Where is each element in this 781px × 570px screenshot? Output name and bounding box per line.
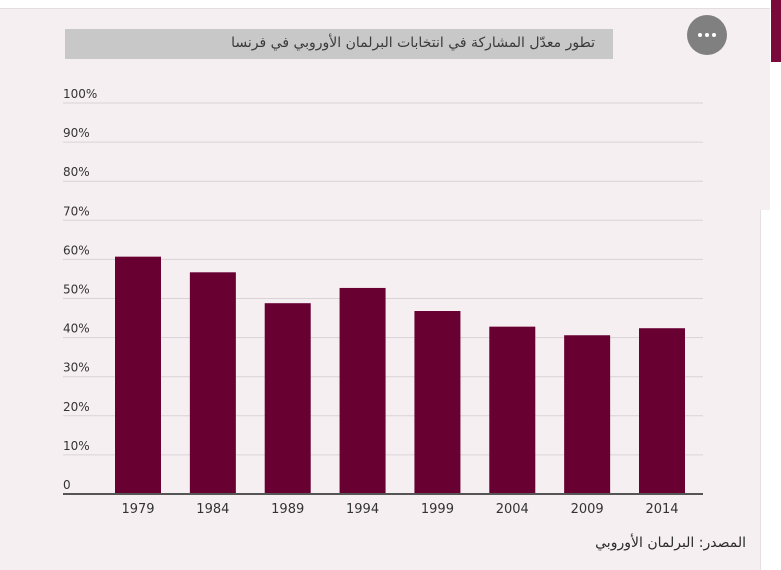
top-edge bbox=[0, 0, 781, 9]
bar-1999 bbox=[414, 311, 461, 494]
right-accent bbox=[771, 0, 781, 62]
y-tick-label: 30% bbox=[63, 361, 90, 375]
y-tick-label: 100% bbox=[63, 87, 97, 101]
bar-2009 bbox=[564, 335, 611, 494]
more-options-button[interactable] bbox=[687, 15, 727, 55]
y-tick-label: 80% bbox=[63, 165, 90, 179]
source-note: المصدر: البرلمان الأوروبي bbox=[595, 535, 746, 551]
side-panel bbox=[760, 210, 781, 570]
x-tick-label: 1989 bbox=[271, 502, 304, 517]
y-tick-label: 40% bbox=[63, 322, 90, 336]
chart-title-bar: تطور معدّل المشاركة في انتخابات البرلمان… bbox=[65, 29, 613, 59]
bar-1989 bbox=[264, 303, 311, 494]
bar-1979 bbox=[115, 256, 161, 494]
y-tick-label: 20% bbox=[63, 400, 90, 414]
x-tick-labels: 1979 1984 1989 1994 1999 2004 2009 2014 bbox=[121, 502, 678, 517]
bar-2014 bbox=[639, 328, 685, 494]
y-tick-label: 60% bbox=[63, 243, 90, 257]
x-tick-label: 1979 bbox=[121, 502, 154, 517]
y-tick-labels: 0 10% 20% 30% 40% 50% 60% 70% 80% 90% 100% bbox=[63, 87, 97, 492]
y-tick-label: 10% bbox=[63, 439, 90, 453]
x-tick-label: 2014 bbox=[645, 502, 678, 517]
x-tick-label: 1994 bbox=[346, 502, 379, 517]
bars bbox=[115, 256, 685, 494]
bar-1984 bbox=[189, 272, 236, 494]
more-dots-icon bbox=[698, 33, 716, 37]
x-tick-label: 2009 bbox=[571, 502, 604, 517]
chart-title: تطور معدّل المشاركة في انتخابات البرلمان… bbox=[231, 35, 595, 51]
bar-2004 bbox=[489, 326, 536, 494]
y-tick-label: 50% bbox=[63, 283, 90, 297]
bar-1994 bbox=[339, 287, 386, 494]
y-tick-label: 70% bbox=[63, 204, 90, 218]
x-tick-label: 1984 bbox=[196, 502, 229, 517]
y-tick-label: 0 bbox=[63, 478, 71, 492]
x-tick-label: 2004 bbox=[496, 502, 529, 517]
y-tick-label: 90% bbox=[63, 126, 90, 140]
x-tick-label: 1999 bbox=[421, 502, 454, 517]
